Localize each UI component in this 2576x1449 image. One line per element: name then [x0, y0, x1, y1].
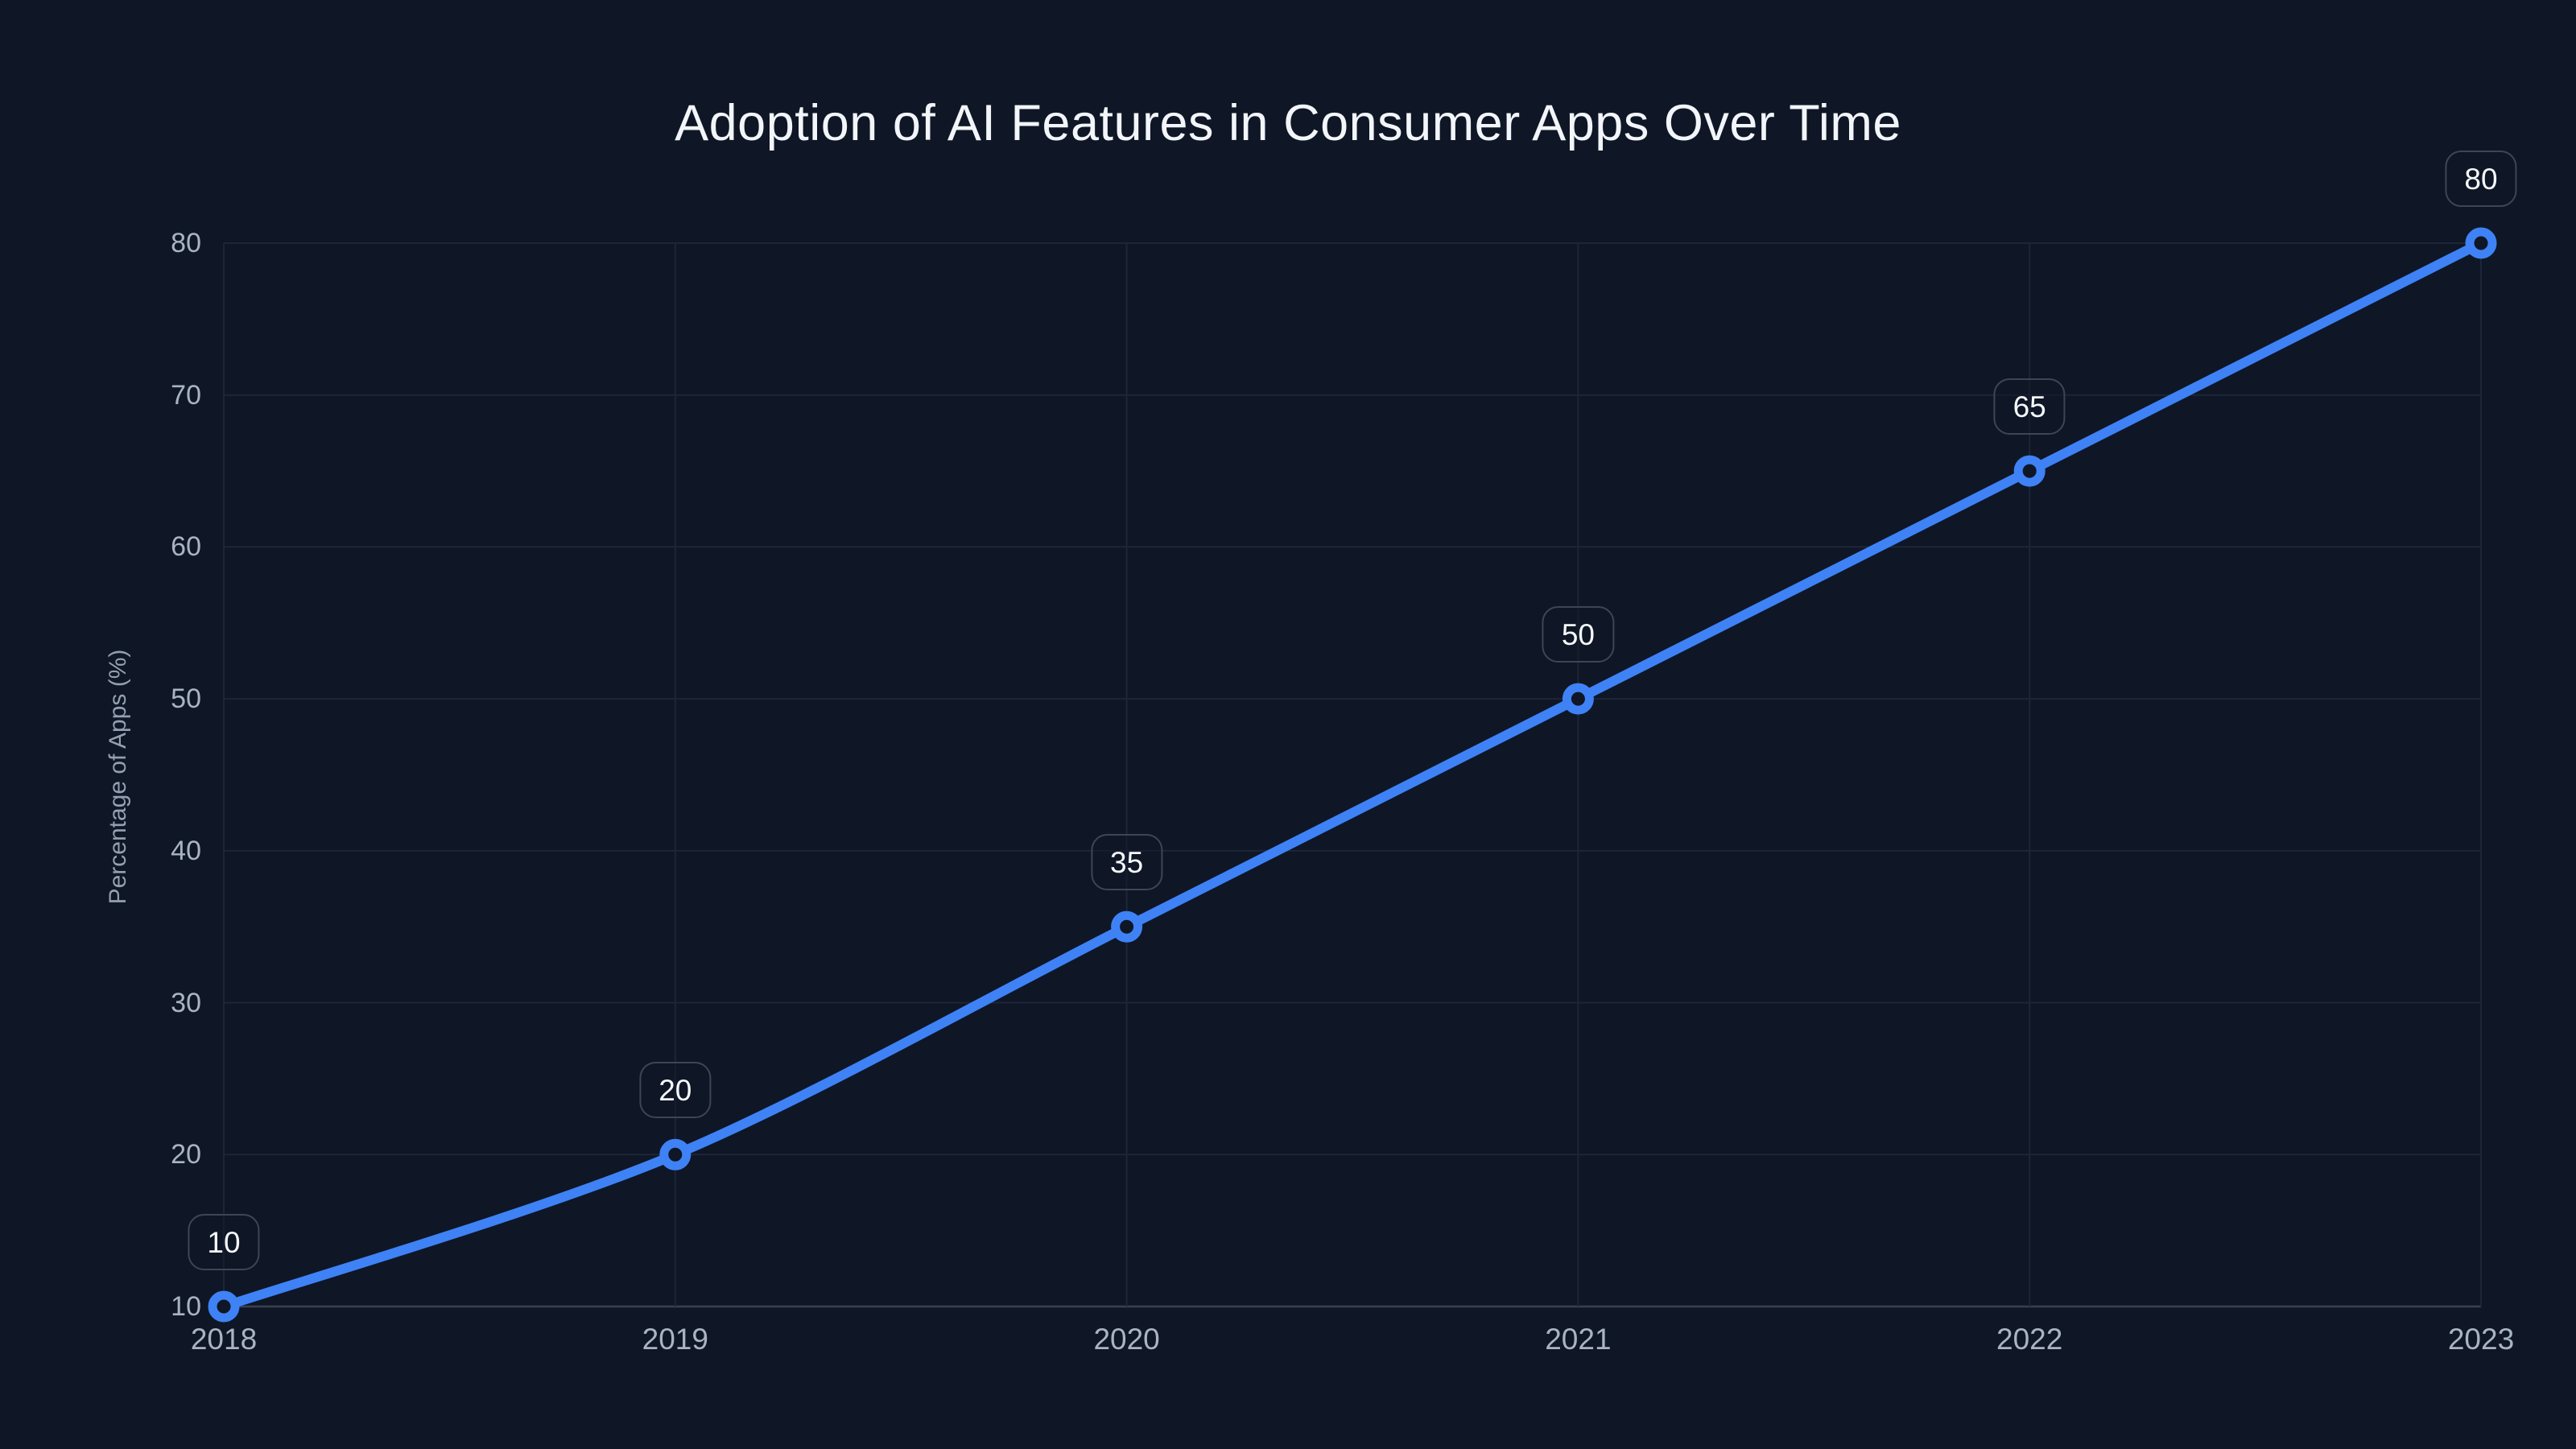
data-label-badge: 20: [639, 1062, 712, 1119]
y-tick-label: 80: [171, 228, 201, 258]
x-tick-label: 2021: [1545, 1323, 1612, 1356]
y-tick-label: 10: [171, 1291, 201, 1322]
data-label-badge: 65: [1993, 378, 2066, 436]
y-tick-label: 70: [171, 379, 201, 411]
data-point-marker: [2013, 455, 2046, 487]
data-point-marker: [659, 1138, 691, 1170]
x-tick-label: 2023: [2447, 1323, 2515, 1356]
y-tick-label: 50: [171, 683, 201, 715]
data-label-badge: 50: [1542, 606, 1614, 663]
y-tick-label: 30: [171, 987, 201, 1018]
x-tick-label: 2022: [1996, 1323, 2063, 1356]
x-tick-label: 2019: [642, 1323, 708, 1356]
x-tick-label: 2018: [190, 1323, 258, 1356]
data-point-marker: [1111, 910, 1143, 943]
y-tick-label: 40: [171, 835, 201, 866]
data-point-marker: [1562, 683, 1594, 715]
data-label-badge: 80: [2445, 151, 2517, 207]
y-tick-label: 60: [171, 531, 201, 563]
data-label-badge: 10: [188, 1214, 260, 1270]
y-tick-label: 20: [171, 1139, 201, 1170]
data-label-badge: 35: [1091, 834, 1163, 891]
x-tick-label: 2020: [1093, 1323, 1160, 1356]
data-point-marker: [2465, 227, 2497, 259]
series-line: [219, 238, 2486, 1311]
chart-title: Adoption of AI Features in Consumer Apps…: [675, 95, 1901, 151]
data-point-marker: [208, 1290, 240, 1323]
